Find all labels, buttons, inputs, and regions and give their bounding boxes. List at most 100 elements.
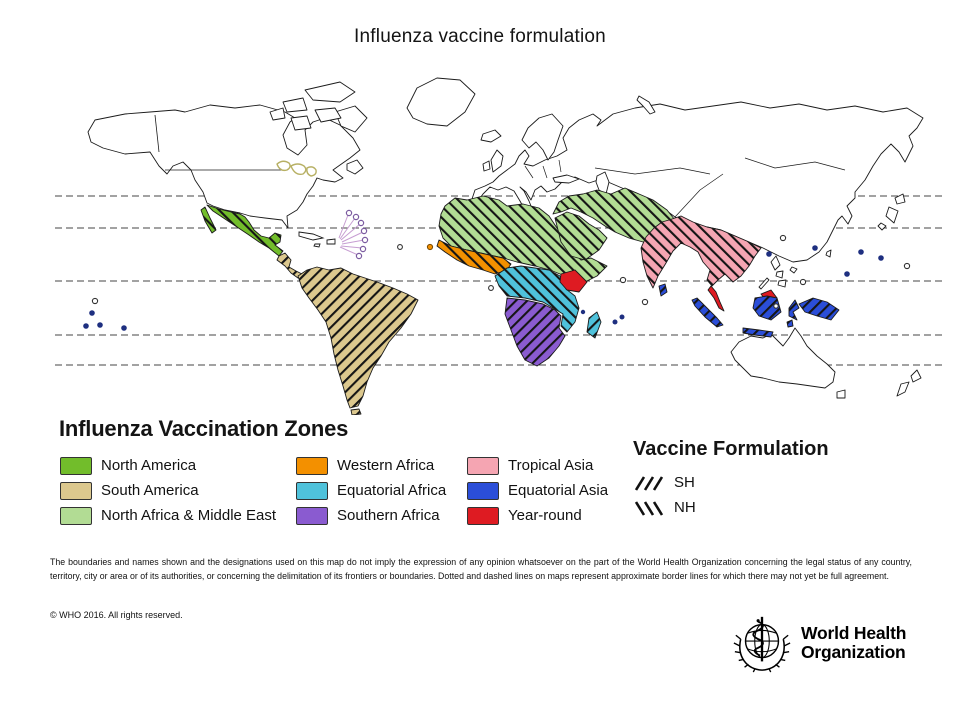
legend-item-north-america: North America	[60, 453, 276, 478]
honshu	[885, 206, 899, 224]
nh-hatch-icon	[634, 500, 664, 516]
island-dots	[83, 234, 911, 331]
mongolia-border	[744, 157, 846, 171]
zone-madagascar	[586, 311, 602, 339]
zones-legend-column-2: Western Africa Equatorial Africa Souther…	[296, 453, 446, 528]
zone-sulawesi	[788, 299, 800, 321]
great-lakes	[276, 160, 317, 177]
formulation-legend-heading: Vaccine Formulation	[633, 438, 829, 460]
legend-label: Western Africa	[337, 457, 435, 474]
arctic-island-2	[282, 97, 308, 113]
legend-label: Tropical Asia	[508, 457, 594, 474]
zone-mexico	[206, 204, 284, 257]
zone-equatorial-africa	[494, 265, 580, 333]
vaccination-zones	[200, 187, 840, 416]
hispaniola	[326, 238, 336, 245]
who-logo-line2: Organization	[801, 642, 906, 662]
legend-item-equatorial-africa: Equatorial Africa	[296, 478, 446, 503]
hainan	[789, 266, 798, 274]
new-zealand-south	[896, 381, 910, 397]
zone-moluccas	[786, 319, 794, 328]
zones-legend-column-1: North America South America North Africa…	[60, 453, 276, 528]
equatorial-asia-swatch	[467, 481, 499, 500]
legend-label: Equatorial Africa	[337, 482, 447, 499]
victoria-island	[290, 115, 312, 131]
philippines-mindanao	[777, 279, 787, 288]
zone-new-guinea	[798, 297, 840, 321]
west-africa-island-dot	[426, 243, 434, 251]
southern-africa-swatch	[296, 506, 328, 525]
formulation-item-nh: NH	[634, 495, 696, 520]
zone-central-america	[276, 252, 303, 279]
formulation-legend-items: SH NH	[634, 470, 696, 520]
zone-sri-lanka	[658, 283, 668, 297]
legend-item-southern-africa: Southern Africa	[296, 503, 446, 528]
year-round-swatch	[467, 506, 499, 525]
zone-tierra-del-fuego	[350, 408, 362, 416]
greenland	[406, 77, 476, 127]
zone-southern-africa	[504, 297, 566, 367]
kyushu	[877, 222, 887, 231]
philippines-visayas	[775, 270, 784, 279]
tasmania	[836, 389, 846, 399]
zone-sumatra	[691, 297, 724, 328]
scandinavia	[521, 113, 564, 161]
north-america	[87, 104, 361, 229]
north-america-swatch	[60, 456, 92, 475]
zone-malay-year-round	[707, 285, 725, 312]
page-title: Influenza vaccine formulation	[354, 26, 606, 47]
baffin-island	[334, 105, 368, 133]
legend-item-equatorial-asia: Equatorial Asia	[467, 478, 608, 503]
tropical-asia-swatch	[467, 456, 499, 475]
landmasses	[87, 77, 924, 399]
copyright-text: © WHO 2016. All rights reserved.	[50, 610, 183, 620]
kazakh-border	[594, 167, 711, 175]
legend-label: Year-round	[508, 507, 582, 524]
hokkaido	[894, 193, 906, 205]
formulation-label-nh: NH	[674, 499, 696, 516]
who-logo-line1: World Health	[801, 623, 907, 644]
zone-kenya-year-round	[559, 269, 588, 293]
legend-item-western-africa: Western Africa	[296, 453, 446, 478]
callout-dots	[345, 209, 369, 260]
arctic-island-3	[314, 107, 342, 123]
legend-label: Equatorial Asia	[508, 482, 609, 499]
world-map	[55, 70, 945, 416]
arctic-island-1	[304, 81, 356, 103]
eurasia	[470, 101, 924, 263]
callout-lines	[338, 214, 365, 256]
iceland	[480, 129, 502, 143]
china-west-border	[674, 173, 724, 218]
newfoundland	[346, 159, 364, 175]
zone-tropical-asia	[640, 215, 762, 289]
who-logo-text: World Health Organization	[801, 624, 906, 662]
formulation-item-sh: SH	[634, 470, 696, 495]
taiwan	[825, 249, 832, 258]
banks-island	[269, 107, 286, 121]
novaya-zemlya	[636, 95, 656, 115]
north-africa-middle-east-swatch	[60, 506, 92, 525]
zone-baja	[200, 206, 217, 234]
zone-java	[742, 327, 774, 338]
who-emblem-icon	[733, 616, 791, 673]
europe-borders	[524, 159, 562, 179]
ireland	[482, 160, 491, 172]
legend-item-year-round: Year-round	[467, 503, 608, 528]
formulation-label-sh: SH	[674, 474, 695, 491]
sh-hatch-icon	[634, 475, 664, 491]
new-zealand-north	[910, 369, 922, 383]
legend-label: South America	[101, 482, 199, 499]
alaska-border	[154, 114, 160, 153]
philippines-luzon	[770, 255, 781, 271]
great-britain	[490, 149, 504, 173]
zone-arabia	[554, 211, 608, 261]
equatorial-africa-swatch	[296, 481, 328, 500]
zones-legend-heading: Influenza Vaccination Zones	[59, 416, 349, 441]
legend-label: Southern Africa	[337, 507, 440, 524]
caribbean	[298, 209, 369, 260]
south-america-swatch	[60, 481, 92, 500]
legend-label: North America	[101, 457, 197, 474]
legend-item-tropical-asia: Tropical Asia	[467, 453, 608, 478]
legend-label: North Africa & Middle East	[101, 507, 277, 524]
australia	[730, 327, 836, 389]
